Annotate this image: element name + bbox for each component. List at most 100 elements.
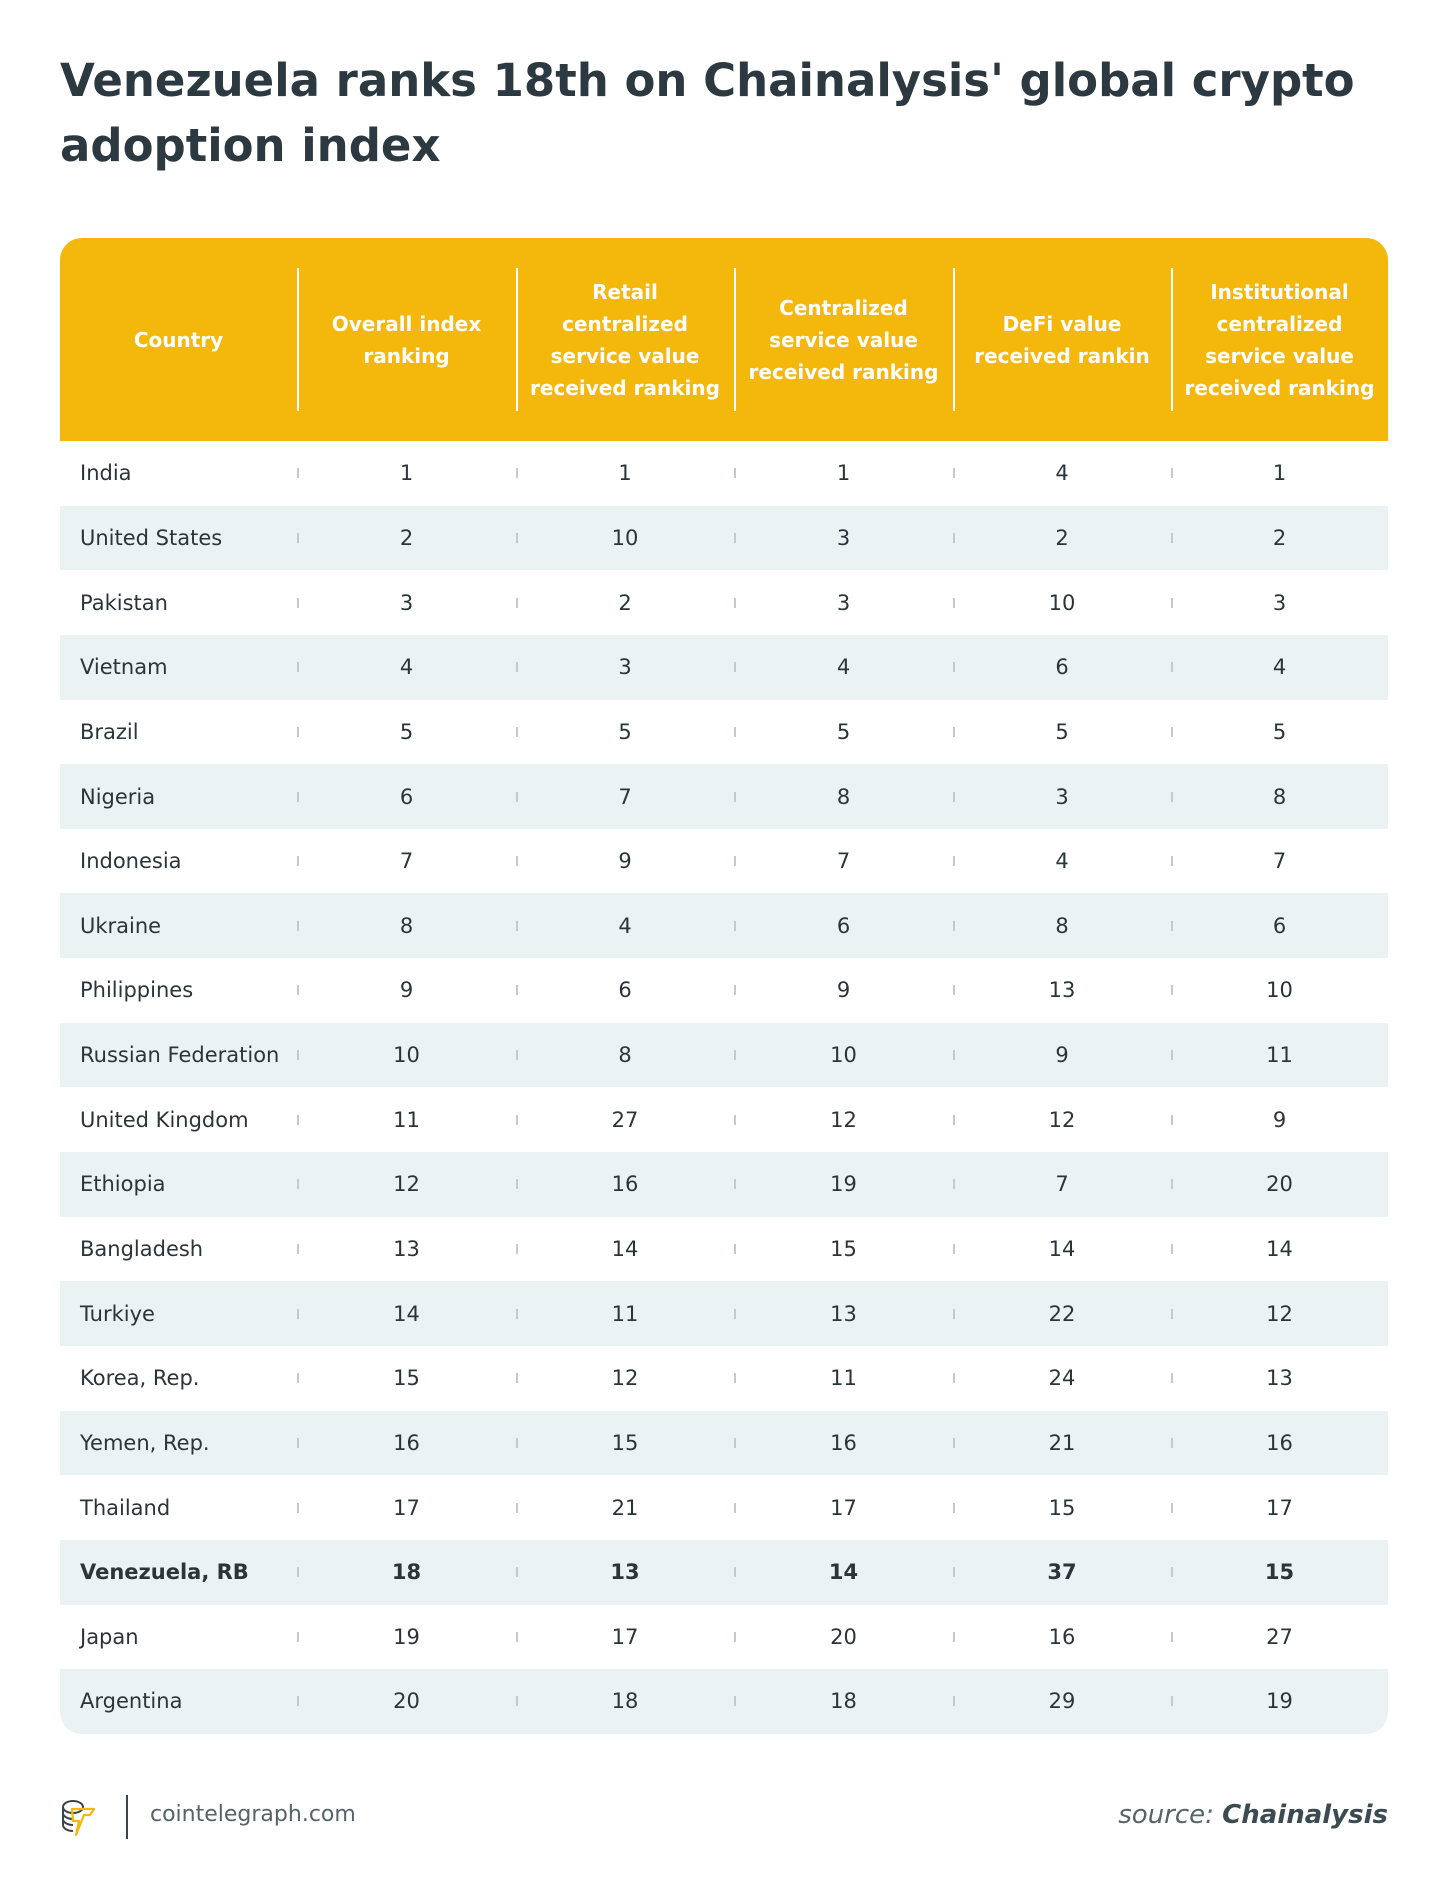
cell-value: 6	[1055, 655, 1069, 680]
rank-cell: 10	[516, 506, 734, 571]
rank-cell: 15	[734, 1217, 953, 1282]
table-row: Nigeria 6 7 8 3 8	[60, 764, 1388, 829]
cell-divider	[1171, 985, 1173, 996]
cell-divider	[516, 597, 518, 608]
cell-value: 4	[836, 655, 851, 680]
cell-value: 6	[836, 913, 851, 938]
cell-value: Russian Federation	[80, 1043, 280, 1068]
rank-cell: 22	[953, 1281, 1171, 1346]
cell-value: 11	[611, 1301, 639, 1326]
cell-divider	[1171, 1114, 1173, 1125]
cell-value: Venezuela, RB	[80, 1560, 249, 1585]
rank-cell: 8	[734, 764, 953, 829]
cell-value: 11	[830, 1366, 857, 1391]
cell-divider	[516, 1567, 518, 1578]
cell-divider	[1171, 1567, 1173, 1578]
rank-cell: 9	[953, 1023, 1171, 1088]
cell-divider	[953, 1437, 955, 1448]
cell-value: 3	[836, 590, 851, 615]
cell-divider	[953, 597, 955, 608]
cell-divider	[734, 662, 736, 673]
rank-cell: 20	[1171, 1152, 1388, 1217]
column-divider	[297, 268, 299, 411]
table-header: Country Overall index ranking Retail centr…	[60, 238, 1388, 441]
country-cell: United Kingdom	[60, 1087, 297, 1152]
table-row: Japan 19 17 20 16 27	[60, 1605, 1388, 1670]
table-row: Turkiye 14 11 13 22 12	[60, 1281, 1388, 1346]
cell-divider	[734, 1437, 736, 1448]
footer-source: source: Chainalysis	[1118, 1800, 1388, 1830]
rank-cell: 3	[1171, 570, 1388, 635]
table-row: Ethiopia 12 16 19 7 20	[60, 1152, 1388, 1217]
rank-cell: 9	[734, 958, 953, 1023]
rank-cell: 3	[953, 764, 1171, 829]
rank-cell: 16	[516, 1152, 734, 1217]
cell-divider	[734, 1696, 736, 1707]
cell-value: 14	[828, 1560, 859, 1585]
rank-cell: 7	[516, 764, 734, 829]
rank-cell: 19	[1171, 1669, 1388, 1734]
rank-cell: 14	[734, 1540, 953, 1605]
cell-divider	[516, 726, 518, 737]
rank-cell: 4	[1171, 635, 1388, 700]
cell-value: 14	[1048, 1237, 1076, 1261]
cell-divider	[734, 597, 736, 608]
country-cell: Japan	[60, 1605, 297, 1670]
rank-cell: 4	[734, 635, 953, 700]
rank-cell: 12	[953, 1087, 1171, 1152]
cell-value: Pakistan	[80, 590, 168, 615]
table-row: Ukraine 8 4 6 8 6	[60, 893, 1388, 959]
cell-value: 7	[399, 849, 414, 874]
cell-divider	[297, 1502, 299, 1513]
rank-cell: 19	[734, 1152, 953, 1217]
cell-divider	[1171, 1502, 1173, 1513]
table-row: Argentina 20 18 18 29 19	[60, 1669, 1388, 1734]
cell-value: 4	[1055, 849, 1069, 874]
table-row: India 1 1 1 4 1	[60, 441, 1388, 506]
country-cell: Brazil	[60, 700, 297, 765]
cell-value: 13	[830, 1301, 857, 1326]
country-cell: Nigeria	[60, 764, 297, 829]
table-row: Russian Federation 10 8 10 9 11	[60, 1022, 1388, 1088]
country-cell: Turkiye	[60, 1281, 297, 1346]
cell-divider	[1171, 726, 1173, 737]
cell-value: 9	[399, 978, 414, 1003]
cell-value: 3	[618, 655, 632, 680]
cell-value: 9	[618, 849, 632, 874]
cell-divider	[516, 1114, 518, 1125]
cell-divider	[297, 856, 299, 867]
cell-value: 4	[399, 655, 414, 680]
table-row: Thailand 17 21 17 15 17	[60, 1475, 1388, 1540]
country-cell: Korea, Rep.	[60, 1346, 297, 1411]
cell-divider	[734, 532, 736, 543]
cell-divider	[516, 1373, 518, 1384]
cell-value: 4	[1055, 461, 1069, 486]
cell-value: Yemen, Rep.	[80, 1430, 210, 1455]
column-header-label: Institutional centralized service value …	[1184, 279, 1375, 400]
cell-value: 7	[836, 849, 851, 874]
table-row: Pakistan 3 2 3 10 3	[60, 570, 1388, 635]
rank-cell: 29	[953, 1669, 1171, 1734]
cointelegraph-logo-icon	[62, 1800, 96, 1837]
cell-value: 16	[611, 1172, 639, 1197]
table-row: Vietnam 4 3 4 6 4	[60, 634, 1388, 700]
cell-divider	[516, 662, 518, 673]
cell-divider	[734, 1179, 736, 1190]
cell-value: 37	[1047, 1560, 1077, 1585]
table-row: Korea, Rep. 15 12 11 24 13	[60, 1346, 1388, 1411]
cell-divider	[516, 532, 518, 543]
cell-value: 5	[1272, 719, 1287, 744]
rank-cell: 5	[953, 700, 1171, 765]
cell-divider	[297, 1308, 299, 1319]
rank-cell: 12	[1171, 1281, 1388, 1346]
cell-value: 15	[1264, 1560, 1295, 1585]
column-divider	[516, 268, 518, 411]
country-cell: Russian Federation	[60, 1023, 297, 1088]
cell-value: 17	[611, 1624, 639, 1649]
cell-divider	[953, 1373, 955, 1384]
cell-value: 16	[393, 1430, 420, 1455]
rank-cell: 7	[1171, 829, 1388, 894]
cell-divider	[297, 791, 299, 802]
cell-value: 13	[610, 1560, 640, 1585]
cell-value: 12	[611, 1366, 639, 1391]
